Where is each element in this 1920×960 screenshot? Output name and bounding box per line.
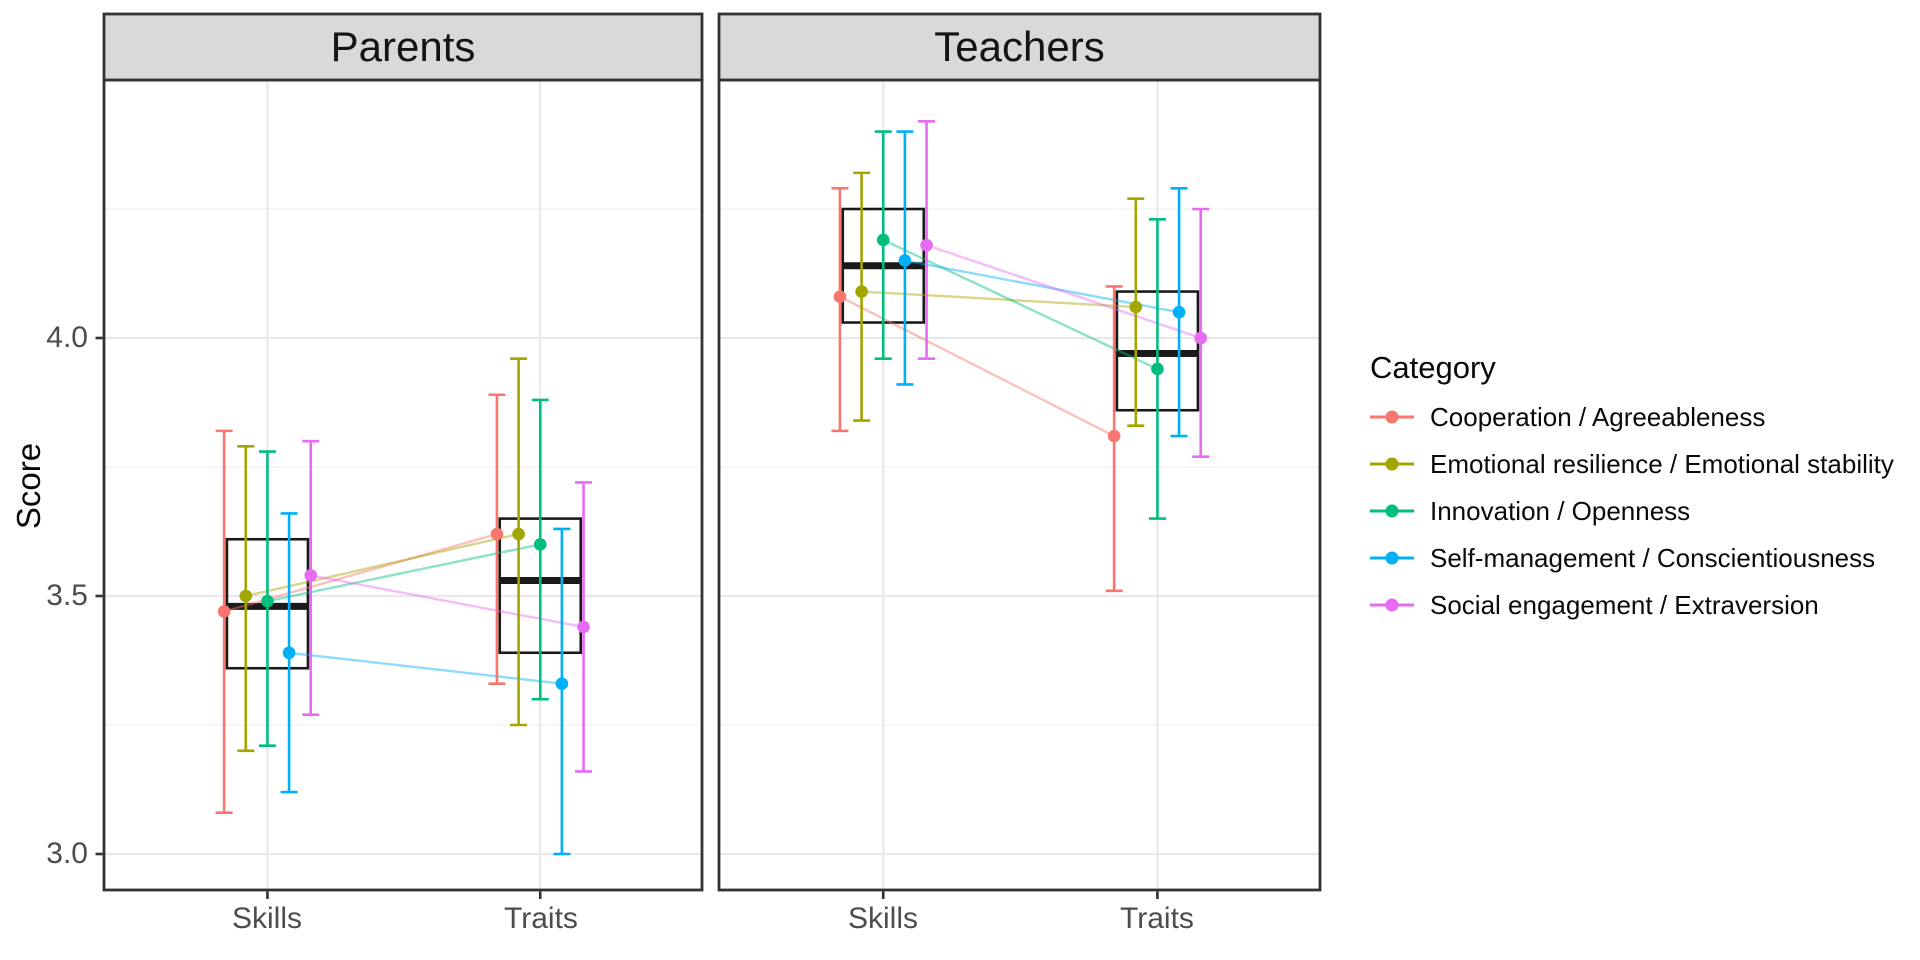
legend-key-icon <box>1370 397 1414 437</box>
facet-strip-parents <box>102 12 704 82</box>
y-tick-label-3.0: 3.0 <box>46 837 88 870</box>
x-tick-label-teachers-skills: Skills <box>847 902 918 935</box>
legend-key-dot <box>1385 504 1399 518</box>
point-parents-traits-series0 <box>490 527 504 541</box>
legend-label: Self-management / Conscientiousness <box>1430 542 1876 573</box>
legend-item-self-management: Self-management / Conscientiousness <box>1370 538 1875 578</box>
connector-teachers-series1 <box>861 290 1136 309</box>
connector-parents-series3 <box>288 651 563 685</box>
connector-parents-series4 <box>310 574 584 629</box>
connector-teachers-series4 <box>926 243 1202 340</box>
legend-label: Social engagement / Extraversion <box>1430 589 1819 620</box>
panel-teachers <box>719 80 1320 890</box>
point-parents-skills-series0 <box>217 605 231 618</box>
legend-item-cooperation: Cooperation / Agreeableness <box>1370 397 1765 437</box>
point-parents-traits-series4 <box>577 620 590 634</box>
legend-label: Emotional resilience / Emotional stabili… <box>1430 448 1894 479</box>
y-axis-title: Score <box>10 442 47 530</box>
facet-strip-label-teachers: Teachers <box>934 23 1105 70</box>
legend-label: Innovation / Openness <box>1430 495 1691 526</box>
x-tick-label-parents-traits: Traits <box>504 902 578 935</box>
point-teachers-traits-series0 <box>1107 429 1121 443</box>
legend-item-emotional-resilience: Emotional resilience / Emotional stabili… <box>1370 444 1894 484</box>
x-tick-label-teachers-traits: Traits <box>1120 902 1194 935</box>
legend-key-dot <box>1385 598 1399 612</box>
legend-item-innovation: Innovation / Openness <box>1370 491 1690 531</box>
legend-key-icon <box>1370 538 1414 578</box>
facet-strip-label-parents: Parents <box>330 23 476 70</box>
point-parents-traits-series3 <box>555 677 569 691</box>
facet-strip-teachers <box>717 12 1322 82</box>
point-teachers-traits-series4 <box>1194 331 1208 345</box>
point-teachers-traits-series2 <box>1151 362 1164 376</box>
legend-key-dot <box>1385 457 1399 471</box>
legend-label: Cooperation / Agreeableness <box>1430 401 1766 432</box>
legend-key-icon <box>1370 444 1414 484</box>
point-parents-skills-series1 <box>239 589 253 603</box>
point-parents-traits-series2 <box>533 538 547 551</box>
point-teachers-skills-series1 <box>855 285 868 298</box>
y-tick-label-3.5: 3.5 <box>46 579 88 612</box>
point-teachers-traits-series1 <box>1129 300 1143 314</box>
panel-parents <box>104 80 702 890</box>
point-parents-skills-series4 <box>304 569 318 582</box>
point-teachers-skills-series2 <box>876 233 890 247</box>
point-parents-traits-series1 <box>512 527 525 541</box>
connector-teachers-series0 <box>839 295 1115 438</box>
point-teachers-skills-series3 <box>898 254 912 267</box>
legend-key-dot <box>1385 551 1399 565</box>
legend-key-icon <box>1370 585 1414 625</box>
point-teachers-traits-series3 <box>1172 305 1186 319</box>
point-teachers-skills-series0 <box>833 290 847 304</box>
point-parents-skills-series2 <box>261 594 274 608</box>
y-tick-label-4.0: 4.0 <box>46 321 88 354</box>
x-tick-label-parents-skills: Skills <box>231 902 302 935</box>
point-teachers-skills-series4 <box>920 238 933 252</box>
legend-item-social-engagement: Social engagement / Extraversion <box>1370 585 1819 625</box>
legend-key-icon <box>1370 491 1414 531</box>
legend-title: Category <box>1370 350 1496 385</box>
connector-teachers-series2 <box>882 238 1158 371</box>
point-parents-skills-series3 <box>282 646 296 660</box>
connector-parents-series1 <box>245 532 519 598</box>
legend-key-dot <box>1385 410 1399 424</box>
connector-parents-series2 <box>267 543 541 603</box>
